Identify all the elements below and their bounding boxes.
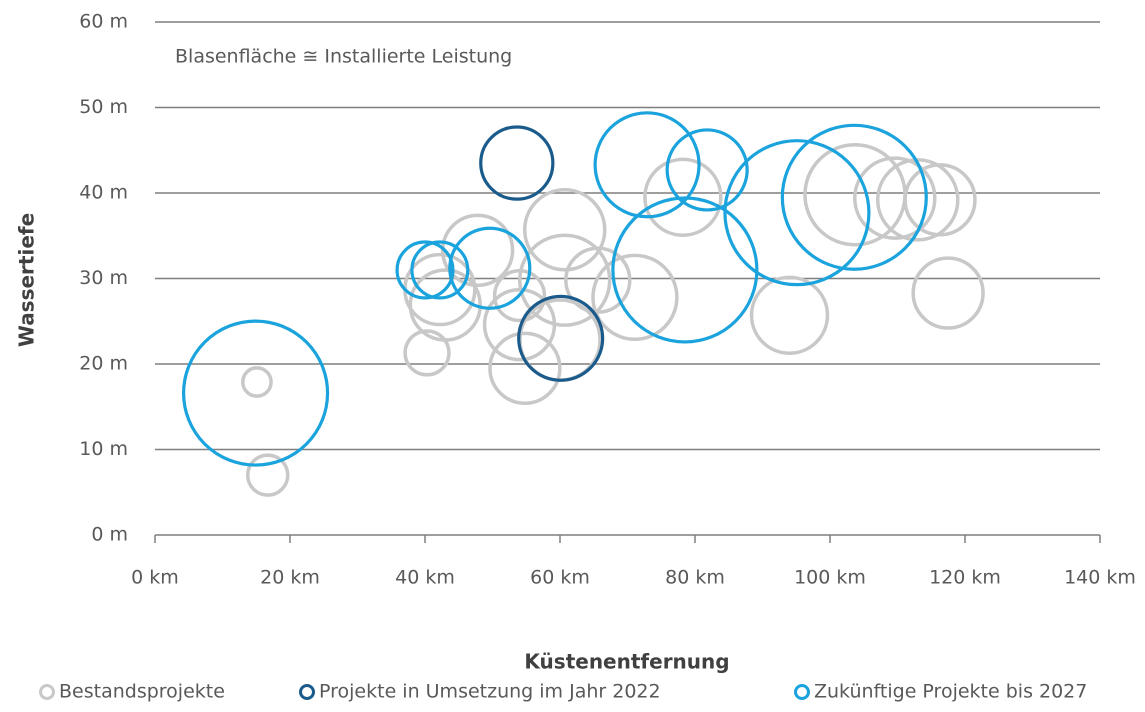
bubble [522,188,607,272]
annotation: Blasenfläche ≅ Installierte Leistung [175,46,512,68]
y-tick-label: 60 m [79,11,128,33]
bubble [564,246,632,314]
x-tick-label: 0 km [131,567,179,589]
y-tick-label: 0 m [91,524,128,546]
bubble [410,240,470,300]
bubble [182,319,330,467]
y-tick-label: 20 m [79,353,128,375]
legend-marker [794,684,810,700]
bubble [408,268,482,342]
bubble [665,128,749,212]
bubble [593,111,701,219]
bubble [611,196,759,344]
x-tick-label: 80 km [665,567,725,589]
y-tick-label: 10 m [79,438,128,460]
legend-label: Projekte in Umsetzung im Jahr 2022 [319,681,661,703]
x-axis-label: Küstenentfernung [524,650,729,674]
bubble [403,329,451,377]
bubble [911,256,985,330]
bubble [241,366,273,398]
bubble [853,156,937,240]
legend-label: Bestandsprojekte [59,681,225,703]
y-axis-label: Wassertiefe [15,213,39,347]
x-tick-label: 140 km [1064,567,1136,589]
legend-marker [39,684,55,700]
bubble [903,163,977,237]
bubble [591,253,679,342]
legend-marker [299,684,315,700]
x-tick-label: 100 km [794,567,866,589]
y-tick-label: 50 m [79,96,128,118]
y-tick-label: 40 m [79,182,128,204]
bubble [448,226,532,310]
bubble [245,453,290,497]
bubble [517,294,605,382]
bubble [780,123,928,271]
bubble [479,125,555,201]
bubble [643,157,723,237]
bubble [749,275,830,355]
bubble [876,158,960,242]
bubble [723,139,871,287]
x-tick-label: 20 km [260,567,320,589]
bubble [488,331,562,405]
legend-label: Zukünftige Projekte bis 2027 [814,681,1087,703]
x-tick-label: 40 km [395,567,455,589]
bubble [395,240,455,300]
x-tick-label: 120 km [929,567,1001,589]
y-tick-label: 30 m [79,267,128,289]
bubble [518,233,612,327]
x-tick-label: 60 km [530,567,590,589]
